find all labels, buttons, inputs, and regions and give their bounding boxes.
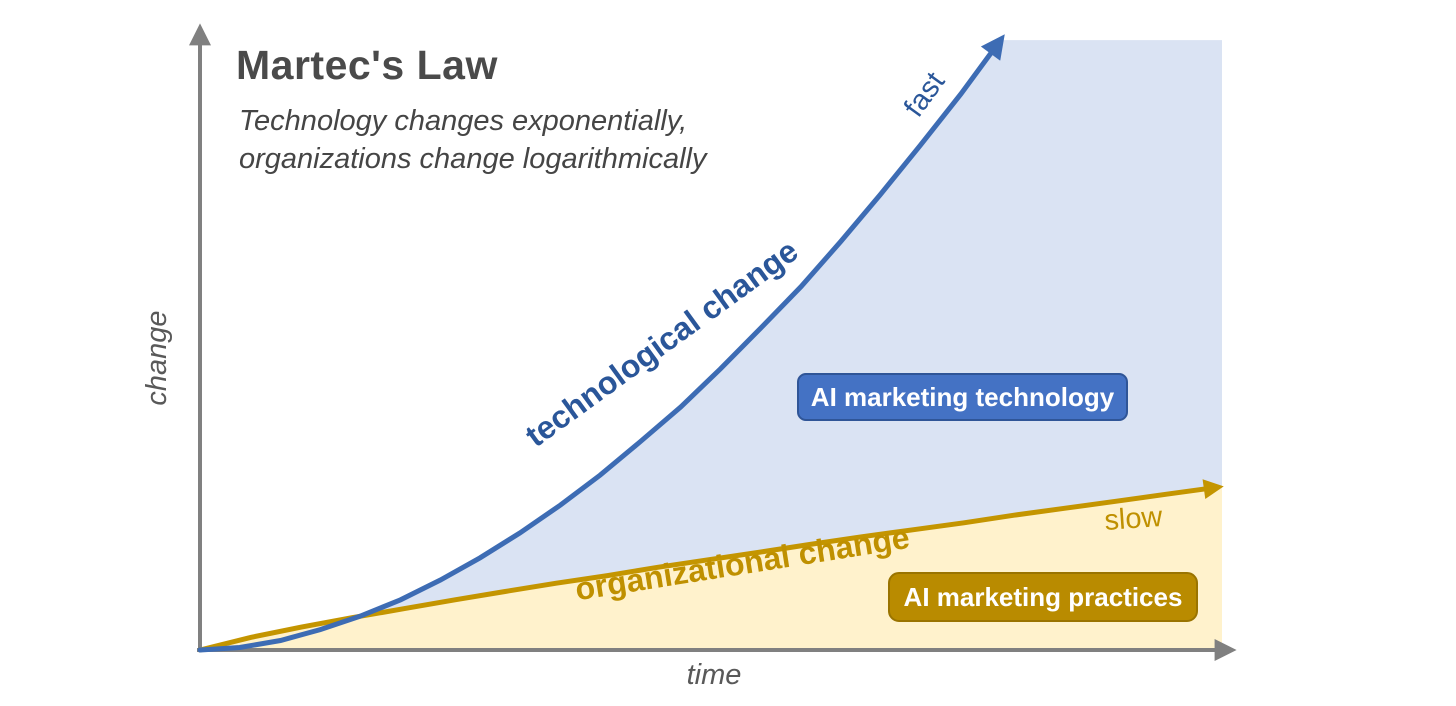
- tech-fill-area: [200, 40, 1222, 651]
- subtitle-line-2: organizations change logarithmically: [239, 143, 707, 175]
- x-axis-label: time: [687, 659, 742, 691]
- ai-marketing-practices-badge-label: AI marketing practices: [903, 581, 1183, 612]
- ai-marketing-technology-badge-label: AI marketing technology: [810, 381, 1115, 412]
- y-axis-label: change: [141, 310, 173, 405]
- tech-curve: [197, 34, 1005, 653]
- ai-marketing-practices-badge: AI marketing practices: [888, 572, 1198, 622]
- page-title: Martec's Law: [236, 42, 498, 88]
- subtitle-line-1: Technology changes exponentially,: [239, 105, 688, 137]
- ai-marketing-technology-badge: AI marketing technology: [797, 373, 1128, 421]
- page-subtitle: Technology changes exponentially, organi…: [239, 102, 706, 178]
- org-speed-label: slow: [1103, 501, 1164, 537]
